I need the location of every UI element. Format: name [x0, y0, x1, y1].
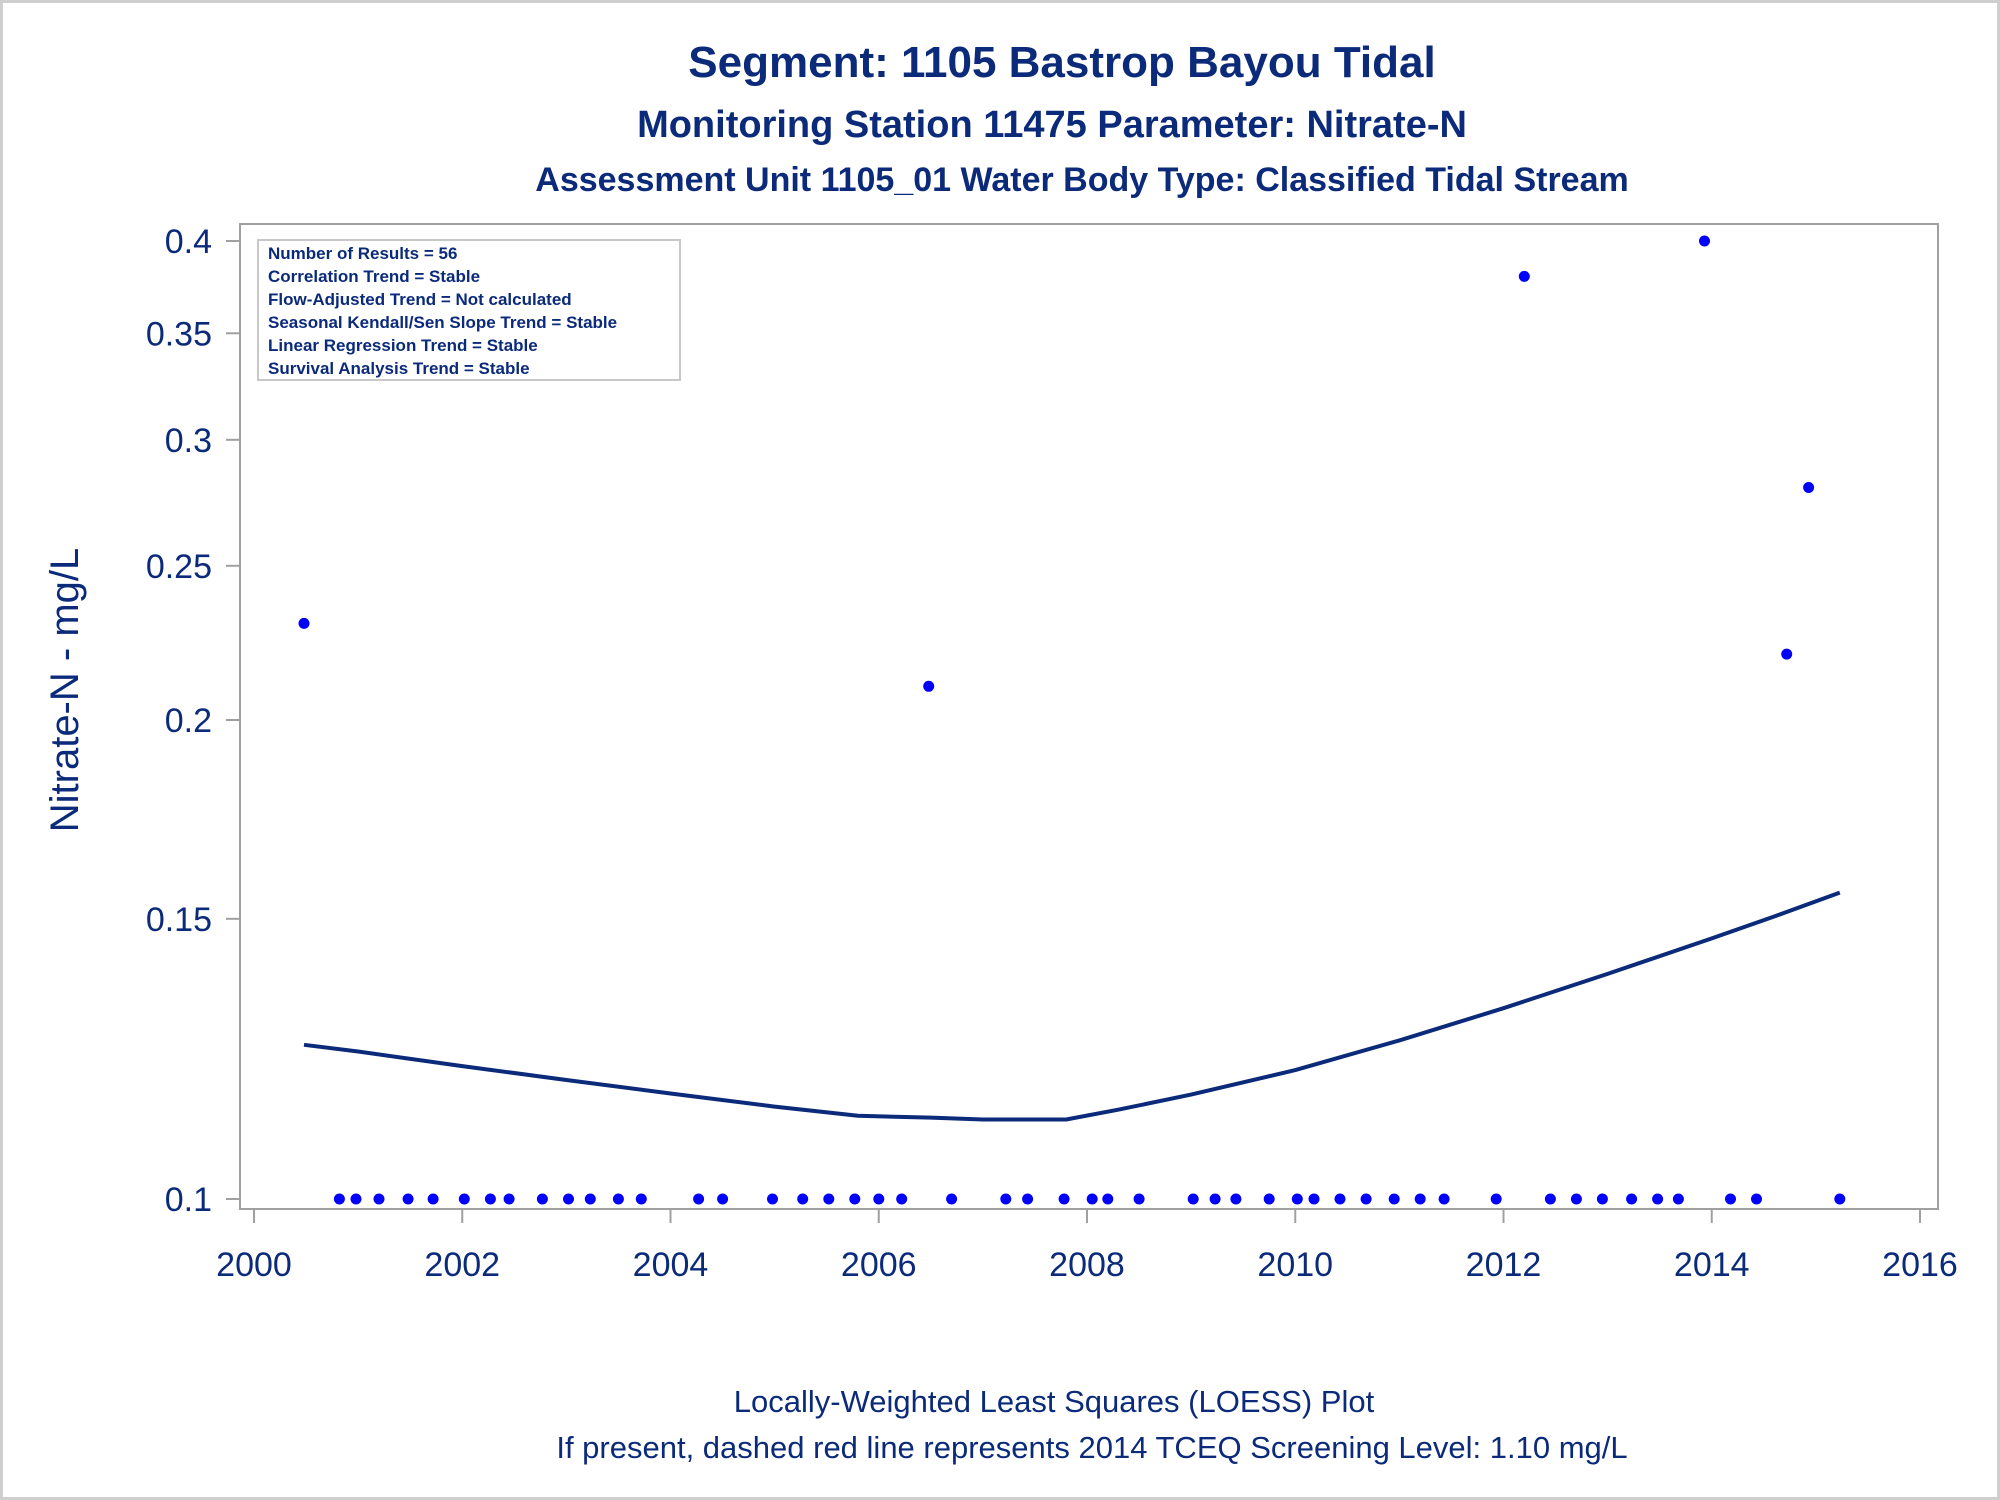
data-point: [1834, 1193, 1846, 1205]
x-tick-label: 2006: [841, 1246, 917, 1284]
data-point: [1209, 1193, 1221, 1205]
x-tick-label: 2012: [1466, 1246, 1542, 1284]
data-point: [1263, 1193, 1275, 1205]
data-point: [946, 1193, 958, 1205]
data-point: [458, 1193, 470, 1205]
data-point: [923, 680, 935, 692]
data-point: [350, 1193, 362, 1205]
y-tick-label: 0.15: [146, 901, 212, 939]
stats-box-border: [257, 239, 681, 381]
y-axis-label: Nitrate-N - mg/L: [43, 548, 87, 833]
data-point: [1360, 1193, 1372, 1205]
data-point: [1672, 1193, 1684, 1205]
chart-subtitle: Monitoring Station 11475 Parameter: Nitr…: [637, 104, 1467, 146]
y-axis: 0.1 0.15 0.2 0.25 0.3 0.35 0.4: [146, 223, 240, 1219]
x-tick-label: 2010: [1257, 1246, 1333, 1284]
data-point: [797, 1193, 809, 1205]
stat-survival-analysis-trend: Survival Analysis Trend = Stable: [268, 359, 530, 378]
y-tick-label: 0.1: [165, 1181, 212, 1219]
data-points: [298, 235, 1846, 1205]
data-point: [1596, 1193, 1608, 1205]
data-point: [1781, 648, 1793, 660]
plot-area: 0.10.150.20.250.30.350.4 2000 2002 2004 200…: [146, 223, 1958, 1284]
stats-box: Number of Results = 56 Correlation Trend…: [257, 239, 681, 381]
x-tick-label: 2014: [1674, 1246, 1750, 1284]
data-point: [1102, 1193, 1114, 1205]
data-point: [1334, 1193, 1346, 1205]
data-point: [612, 1193, 624, 1205]
data-point: [298, 617, 310, 629]
data-point: [1570, 1193, 1582, 1205]
data-point: [1291, 1193, 1303, 1205]
x-tick-label: 2002: [424, 1246, 500, 1284]
data-point: [635, 1193, 647, 1205]
data-point: [536, 1193, 548, 1205]
data-point: [373, 1193, 385, 1205]
y-tick-label: 0.3: [165, 422, 212, 460]
data-point: [767, 1193, 778, 1205]
x-axis: 2000 2002 2004 2006 2008 2010 2012 2014 2016: [216, 1209, 1958, 1284]
stat-correlation-trend: Correlation Trend = Stable: [268, 267, 480, 286]
data-point: [484, 1193, 496, 1205]
data-point: [1652, 1193, 1664, 1205]
x-tick-label: 2004: [633, 1246, 709, 1284]
data-point: [1388, 1193, 1400, 1205]
data-point: [1058, 1193, 1070, 1205]
x-tick-label: 2016: [1882, 1246, 1958, 1284]
data-point: [1187, 1193, 1199, 1205]
y-tick-label: 0.2: [165, 702, 212, 740]
stat-number-of-results: Number of Results = 56: [268, 244, 457, 263]
y-tick-label: 0.35: [146, 315, 212, 353]
data-point: [823, 1193, 835, 1205]
data-point: [1699, 235, 1710, 247]
data-point: [1414, 1193, 1426, 1205]
data-point: [427, 1193, 439, 1205]
stat-linear-regression-trend: Linear Regression Trend = Stable: [268, 336, 538, 355]
loess-line: [303, 890, 1841, 1122]
chart-subtitle-2: Assessment Unit 1105_01 Water Body Type:…: [535, 161, 1628, 199]
stat-flow-adjusted-trend: Flow-Adjusted Trend = Not calculated: [268, 290, 572, 309]
data-point: [333, 1193, 345, 1205]
data-point: [563, 1193, 574, 1205]
data-point: [1000, 1193, 1012, 1205]
data-point: [584, 1193, 596, 1205]
data-point: [1803, 482, 1815, 493]
plot-border: [239, 223, 1939, 1210]
x-tick-label: 2008: [1049, 1246, 1125, 1284]
data-point: [402, 1193, 414, 1205]
data-point: [1230, 1193, 1242, 1205]
data-point: [896, 1193, 908, 1205]
footnote-screening-level: If present, dashed red line represents 2…: [556, 1430, 1627, 1465]
data-point: [1725, 1193, 1736, 1205]
data-point: [1626, 1193, 1638, 1205]
data-point: [873, 1193, 885, 1205]
data-point: [1751, 1193, 1762, 1205]
y-tick-label: 0.4: [165, 223, 212, 261]
data-point: [1518, 270, 1530, 282]
data-point: [503, 1193, 515, 1205]
chart-title: Segment: 1105 Bastrop Bayou Tidal: [688, 38, 1435, 87]
data-point: [1308, 1193, 1320, 1205]
data-point: [693, 1193, 705, 1205]
x-tick-label: 2000: [216, 1246, 292, 1284]
y-tick-label: 0.25: [146, 548, 212, 586]
data-point: [1133, 1193, 1145, 1205]
data-point: [1022, 1193, 1034, 1205]
data-point: [717, 1193, 729, 1205]
footnote-loess: Locally-Weighted Least Squares (LOESS) P…: [734, 1384, 1375, 1419]
data-point: [849, 1193, 861, 1205]
data-point: [1438, 1193, 1450, 1205]
data-point: [1544, 1193, 1556, 1205]
data-point: [1086, 1193, 1098, 1205]
data-point: [1490, 1193, 1502, 1205]
stat-seasonal-kendall-trend: Seasonal Kendall/Sen Slope Trend = Stabl…: [268, 313, 617, 332]
